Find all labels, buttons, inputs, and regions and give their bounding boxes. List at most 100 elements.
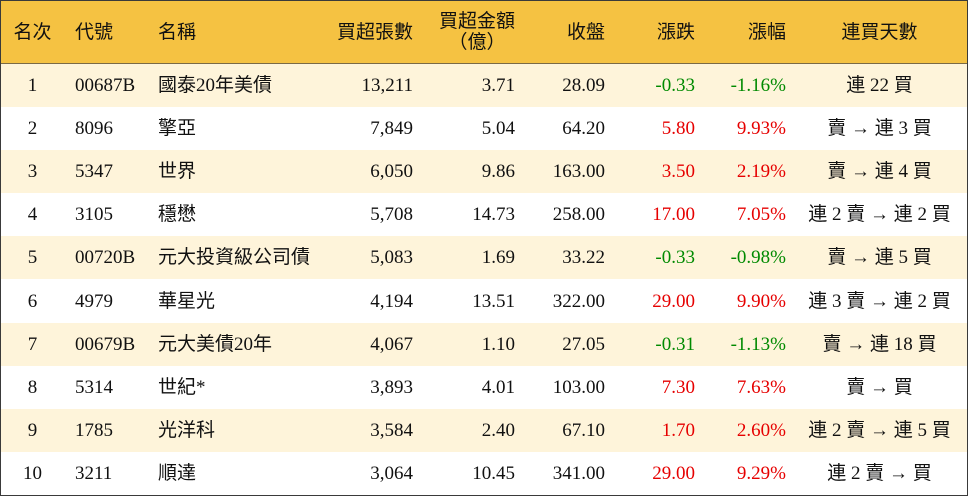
name-cell: 元大美債20年 (158, 333, 273, 355)
code-cell: 3105 (75, 204, 113, 226)
name-cell: 世界 (158, 161, 197, 183)
rank-cell: 1 (27, 75, 38, 97)
change-cell: 17.00 (652, 204, 695, 226)
code-cell: 1785 (75, 419, 113, 441)
buy-volume-cell: 13,211 (361, 75, 413, 97)
change-pct-cell: -0.98% (730, 247, 786, 269)
table-row: 5 00720B 元大投資級公司債 5,083 1.69 33.22 -0.33 -0.98%… (1, 236, 967, 280)
change-pct-cell: 7.05% (736, 204, 786, 226)
name-cell: 華星光 (158, 290, 216, 312)
buy-amount-cell: 1.69 (481, 247, 515, 269)
table-row: 2 8096 擎亞 7,849 5.04 64.20 5.80 9.93% 賣 → 連 3 買 (1, 107, 967, 151)
header-rank: 名次 (13, 21, 52, 43)
close-cell: 163.00 (552, 161, 605, 183)
close-cell: 33.22 (562, 247, 605, 269)
change-cell: -0.31 (655, 333, 695, 355)
buy-volume-cell: 3,064 (370, 462, 413, 484)
table-row: 4 3105 穩懋 5,708 14.73 258.00 17.00 7.05% 連 2 賣 →… (1, 193, 967, 237)
table-row: 10 3211 順達 3,064 10.45 341.00 29.00 9.29% 連 2 賣 … (1, 451, 967, 495)
name-cell: 擎亞 (158, 118, 197, 140)
buy-amount-cell: 13.51 (472, 290, 515, 312)
close-cell: 103.00 (552, 376, 605, 398)
header-buy-amount-label: 買超金額 (438, 11, 515, 32)
change-cell: 1.70 (661, 419, 695, 441)
change-cell: 5.80 (661, 118, 695, 140)
buy-volume-cell: 3,584 (370, 419, 413, 441)
streak-cell: 連 2 賣 → 連 2 買 (808, 204, 951, 226)
streak-cell: 賣 → 連 5 買 (827, 247, 932, 269)
change-pct-cell: 2.19% (736, 161, 786, 183)
streak-cell: 賣 → 連 18 買 (822, 333, 937, 355)
close-cell: 258.00 (552, 204, 605, 226)
header-buy-volume: 買超張數 (336, 21, 413, 43)
close-cell: 28.09 (562, 75, 605, 97)
name-cell: 光洋科 (158, 419, 216, 441)
header-buy-amount-unit: （億） (448, 32, 506, 53)
change-cell: 29.00 (652, 290, 695, 312)
code-cell: 8096 (75, 118, 113, 140)
header-buy-amount: 買超金額 （億） (425, 1, 527, 63)
rank-cell: 4 (27, 204, 38, 226)
header-change: 漲跌 (656, 21, 695, 43)
change-pct-cell: 9.29% (736, 462, 786, 484)
change-cell: -0.33 (655, 75, 695, 97)
header-streak: 連買天數 (841, 21, 918, 43)
change-pct-cell: 9.90% (736, 290, 786, 312)
streak-cell: 連 3 賣 → 連 2 買 (808, 290, 951, 312)
header-name: 名稱 (158, 21, 197, 43)
table-row: 1 00687B 國泰20年美債 13,211 3.71 28.09 -0.33 -1.16%… (1, 64, 967, 108)
name-cell: 順達 (158, 462, 197, 484)
code-cell: 00720B (75, 247, 136, 269)
buy-volume-cell: 4,194 (370, 290, 413, 312)
code-cell: 4979 (75, 290, 113, 312)
rank-cell: 7 (27, 333, 38, 355)
change-pct-cell: 2.60% (736, 419, 786, 441)
buy-amount-cell: 5.04 (481, 118, 515, 140)
rank-cell: 5 (27, 247, 38, 269)
buy-amount-cell: 2.40 (481, 419, 515, 441)
header-change-pct: 漲幅 (747, 21, 786, 43)
buy-amount-cell: 3.71 (481, 75, 515, 97)
code-cell: 5314 (75, 376, 113, 398)
streak-cell: 連 2 賣 → 買 (827, 462, 932, 484)
close-cell: 27.05 (562, 333, 605, 355)
change-cell: 7.30 (661, 376, 695, 398)
buy-amount-cell: 1.10 (481, 333, 515, 355)
rank-cell: 6 (27, 290, 38, 312)
streak-cell: 賣 → 連 4 買 (827, 161, 932, 183)
buy-amount-cell: 14.73 (472, 204, 515, 226)
rank-cell: 9 (27, 419, 38, 441)
streak-cell: 賣 → 買 (846, 376, 913, 398)
buy-volume-cell: 5,708 (370, 204, 413, 226)
code-cell: 3211 (75, 462, 113, 484)
change-cell: 29.00 (652, 462, 695, 484)
table-row: 3 5347 世界 6,050 9.86 163.00 3.50 2.19% 賣 → 連 4 買 (1, 150, 967, 194)
table-body: 1 00687B 國泰20年美債 13,211 3.71 28.09 -0.33 -1.16%… (1, 64, 967, 495)
code-cell: 00679B (75, 333, 136, 355)
close-cell: 64.20 (562, 118, 605, 140)
close-cell: 322.00 (552, 290, 605, 312)
change-cell: 3.50 (661, 161, 695, 183)
name-cell: 國泰20年美債 (158, 75, 273, 97)
name-cell: 世紀* (158, 376, 206, 398)
change-pct-cell: 9.93% (736, 118, 786, 140)
change-pct-cell: 7.63% (736, 376, 786, 398)
change-pct-cell: -1.13% (730, 333, 786, 355)
close-cell: 67.10 (562, 419, 605, 441)
table-row: 8 5314 世紀* 3,893 4.01 103.00 7.30 7.63% 賣 → 買 (1, 365, 967, 409)
code-cell: 5347 (75, 161, 113, 183)
name-cell: 穩懋 (158, 204, 197, 226)
buy-volume-cell: 7,849 (370, 118, 413, 140)
header-row: 名次 代號 名稱 買超張數 買超金額 （億） 收盤 漲跌 漲幅 連買天數 (1, 1, 967, 64)
rank-cell: 10 (23, 462, 42, 484)
change-pct-cell: -1.16% (730, 75, 786, 97)
buy-amount-cell: 4.01 (481, 376, 515, 398)
rank-cell: 8 (27, 376, 38, 398)
header-buy-amount-stack: 買超金額 （億） (439, 11, 515, 53)
buy-volume-cell: 4,067 (370, 333, 413, 355)
rank-cell: 2 (27, 118, 38, 140)
buy-volume-cell: 6,050 (370, 161, 413, 183)
header-close: 收盤 (566, 21, 605, 43)
streak-cell: 連 2 賣 → 連 5 買 (808, 419, 951, 441)
